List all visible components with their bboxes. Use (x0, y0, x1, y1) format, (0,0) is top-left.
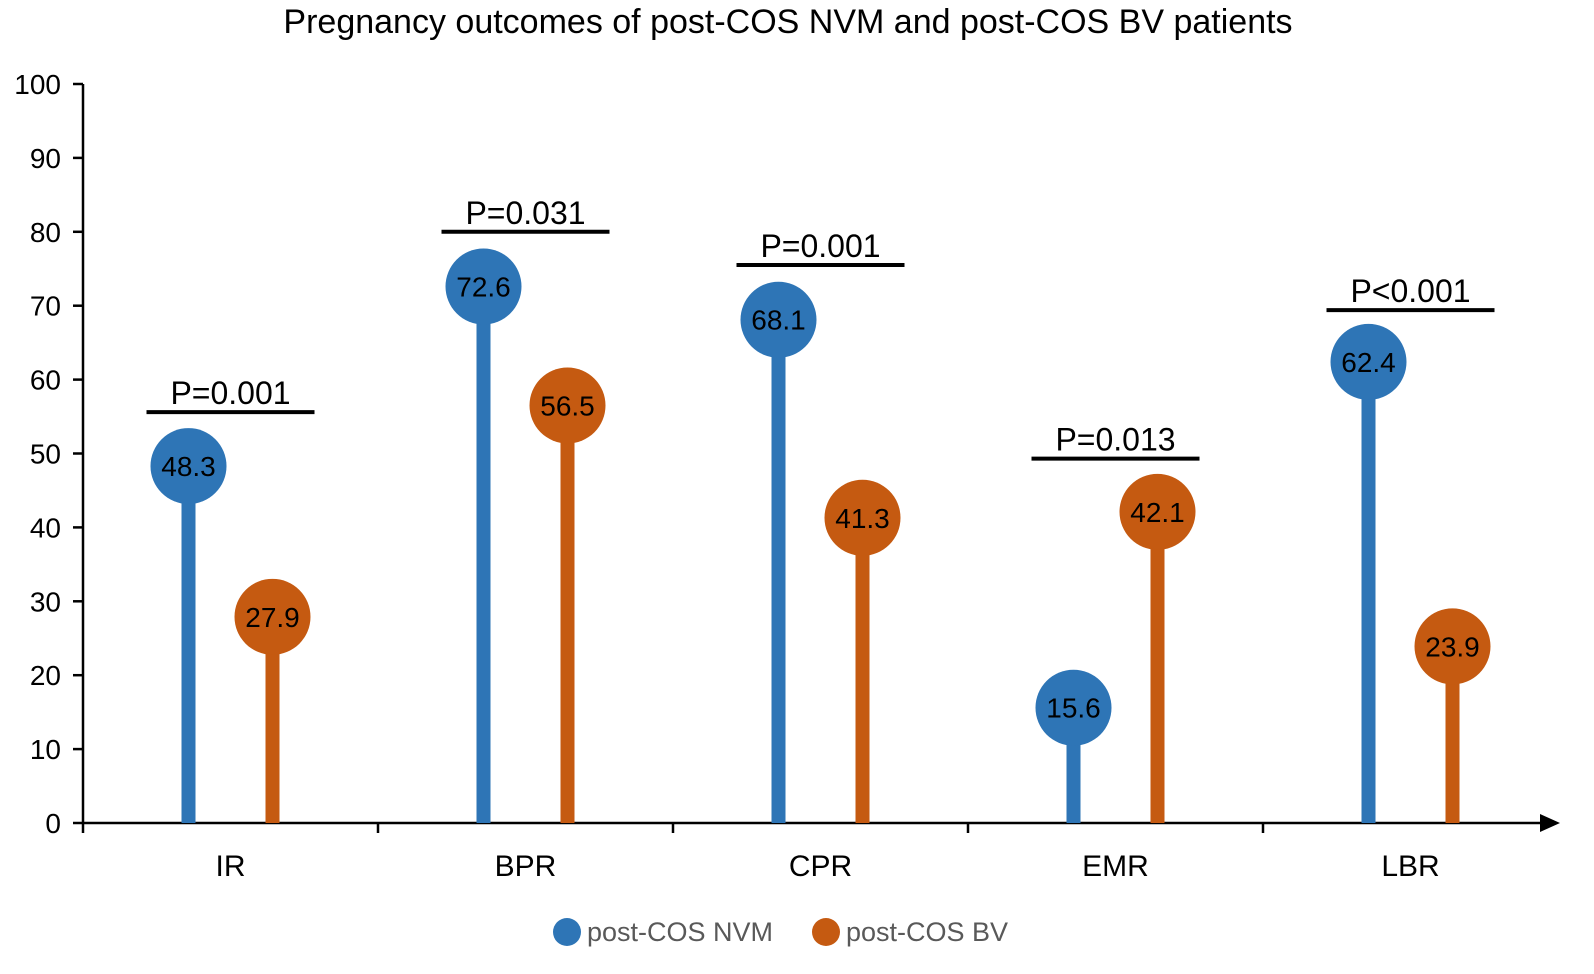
p-value-label: P=0.031 (465, 195, 585, 231)
chart-title: Pregnancy outcomes of post-COS NVM and p… (283, 3, 1292, 41)
data-label: 56.5 (540, 390, 595, 421)
y-tick-label: 100 (14, 69, 61, 100)
lollipop-stem (1445, 646, 1460, 823)
y-tick-label: 30 (30, 586, 61, 617)
data-label: 41.3 (835, 503, 890, 534)
lollipop-head (1330, 323, 1407, 400)
legend-label: post-COS BV (846, 917, 1008, 947)
lollipop-head (1414, 608, 1491, 685)
lollipop-stem (771, 319, 786, 823)
y-tick-label: 0 (45, 808, 61, 839)
lollipop-stem (560, 405, 575, 823)
lollipop-head (740, 281, 817, 358)
x-tick-label: CPR (789, 850, 852, 883)
x-tick-label: IR (216, 850, 246, 883)
data-label: 72.6 (456, 271, 511, 302)
legend-swatch (812, 918, 840, 946)
data-label: 23.9 (1425, 631, 1480, 662)
lollipop-head (234, 578, 311, 655)
data-label: 62.4 (1341, 347, 1396, 378)
lollipop-head (1035, 669, 1112, 746)
lollipop-head (445, 248, 522, 325)
lollipop-stem (1361, 361, 1376, 823)
x-tick-label: BPR (495, 850, 557, 883)
y-tick-label: 50 (30, 439, 61, 470)
lollipop-stem (1150, 511, 1165, 823)
lollipop-stem (855, 517, 870, 823)
y-tick-label: 90 (30, 143, 61, 174)
x-axis-arrow (1540, 814, 1560, 832)
y-tick-label: 80 (30, 217, 61, 248)
lollipop-head (1119, 473, 1196, 550)
data-label: 15.6 (1046, 693, 1101, 724)
y-tick-label: 70 (30, 291, 61, 322)
y-tick-label: 60 (30, 365, 61, 396)
y-tick-label: 10 (30, 734, 61, 765)
p-value-label: P<0.001 (1350, 273, 1470, 309)
data-label: 68.1 (751, 305, 806, 336)
data-label: 48.3 (161, 451, 216, 482)
lollipop-stem (181, 466, 196, 823)
y-tick-label: 40 (30, 512, 61, 543)
y-tick-label: 20 (30, 660, 61, 691)
p-value-label: P=0.013 (1055, 422, 1175, 458)
lollipop-head (824, 479, 901, 556)
legend-label: post-COS NVM (587, 917, 773, 947)
data-label: 42.1 (1130, 497, 1185, 528)
lollipop-stem (265, 616, 280, 823)
p-value-label: P=0.001 (170, 375, 290, 411)
x-tick-label: LBR (1381, 850, 1439, 883)
p-value-label: P=0.001 (760, 228, 880, 264)
lollipop-head (150, 428, 227, 505)
lollipop-stem (476, 286, 491, 824)
data-label: 27.9 (245, 602, 300, 633)
lollipop-head (529, 367, 606, 444)
x-tick-label: EMR (1082, 850, 1149, 883)
legend-swatch (553, 918, 581, 946)
